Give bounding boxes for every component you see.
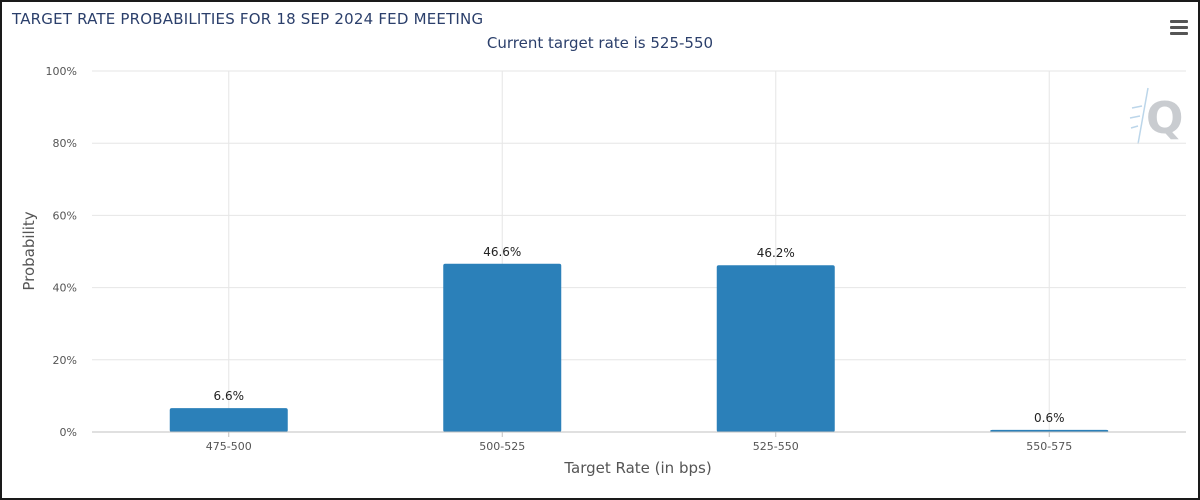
y-tick-label: 60%: [53, 209, 77, 222]
chart-subtitle: Current target rate is 525-550: [486, 34, 714, 52]
y-tick-label: 20%: [53, 354, 77, 367]
svg-text:Q: Q: [1146, 93, 1183, 144]
y-tick-label: 100%: [46, 65, 77, 78]
bar-475-500[interactable]: [169, 408, 288, 432]
bar-550-575[interactable]: [990, 429, 1109, 432]
y-tick-label: 80%: [53, 137, 77, 150]
y-tick-label: 0%: [60, 426, 77, 439]
y-tick-label: 40%: [53, 282, 77, 295]
data-label-500-525: 46.6%: [483, 245, 521, 259]
grid-lines: [92, 70, 1186, 433]
chart-title: TARGET RATE PROBABILITIES FOR 18 SEP 202…: [12, 10, 484, 28]
x-axis-title: Target Rate (in bps): [563, 459, 711, 477]
hamburger-menu-icon[interactable]: [1170, 20, 1188, 36]
x-tick-label: 475-500: [206, 440, 252, 453]
bar-525-550[interactable]: [716, 265, 835, 432]
data-label-550-575: 0.6%: [1034, 411, 1065, 425]
x-tick-label: 550-575: [1026, 440, 1072, 453]
x-tick-label: 525-550: [753, 440, 799, 453]
x-tick-label: 500-525: [479, 440, 525, 453]
data-label-475-500: 6.6%: [214, 389, 245, 403]
data-label-525-550: 46.2%: [757, 246, 795, 260]
bar-500-525[interactable]: [443, 263, 562, 432]
bars: 6.6% 46.6% 46.2% 0.6%: [169, 245, 1109, 432]
y-axis-title: Probability: [20, 211, 38, 290]
q-logo-watermark: Q: [1129, 87, 1183, 145]
axes: 0% 20% 40% 60% 80% 100% 475-500 500-525 525-550 5…: [46, 65, 1186, 453]
